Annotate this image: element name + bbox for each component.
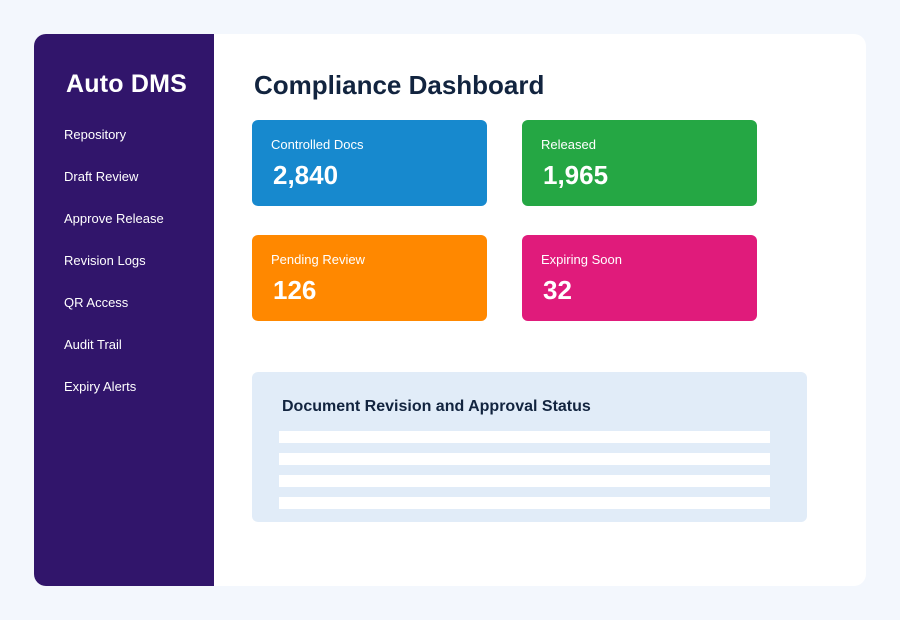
- stat-card-value: 126: [273, 275, 317, 305]
- stat-card-value: 32: [543, 275, 572, 305]
- placeholder-row: [279, 475, 770, 487]
- main-content: Compliance Dashboard Controlled Docs 2,8…: [214, 34, 866, 586]
- sidebar-nav: Repository Draft Review Approve Release …: [64, 127, 164, 421]
- sidebar: Auto DMS Repository Draft Review Approve…: [34, 34, 214, 586]
- sidebar-item-draft-review[interactable]: Draft Review: [64, 169, 139, 184]
- stat-card-expiring-soon: Expiring Soon 32: [522, 235, 757, 321]
- stat-card-label: Released: [541, 137, 596, 152]
- sidebar-item-approve-release[interactable]: Approve Release: [64, 211, 164, 226]
- brand-title: Auto DMS: [66, 70, 188, 98]
- sidebar-item-revision-logs[interactable]: Revision Logs: [64, 253, 146, 268]
- revision-status-panel: Document Revision and Approval Status: [252, 372, 807, 522]
- stat-card-controlled-docs: Controlled Docs 2,840: [252, 120, 487, 206]
- placeholder-row: [279, 497, 770, 509]
- stat-card-value: 1,965: [543, 160, 609, 190]
- stat-card-label: Controlled Docs: [271, 137, 364, 152]
- panel-title: Document Revision and Approval Status: [282, 398, 591, 415]
- sidebar-item-repository[interactable]: Repository: [64, 127, 127, 142]
- sidebar-item-qr-access[interactable]: QR Access: [64, 295, 129, 310]
- stat-card-label: Pending Review: [271, 252, 365, 267]
- placeholder-row: [279, 431, 770, 443]
- stat-card-label: Expiring Soon: [541, 252, 622, 267]
- sidebar-item-audit-trail[interactable]: Audit Trail: [64, 337, 122, 352]
- stat-card-value: 2,840: [273, 160, 339, 190]
- stat-card-pending-review: Pending Review 126: [252, 235, 487, 321]
- app-window: Auto DMS Repository Draft Review Approve…: [34, 34, 866, 586]
- sidebar-item-expiry-alerts[interactable]: Expiry Alerts: [64, 379, 137, 394]
- placeholder-row: [279, 453, 770, 465]
- page-title: Compliance Dashboard: [254, 70, 545, 100]
- stat-card-released: Released 1,965: [522, 120, 757, 206]
